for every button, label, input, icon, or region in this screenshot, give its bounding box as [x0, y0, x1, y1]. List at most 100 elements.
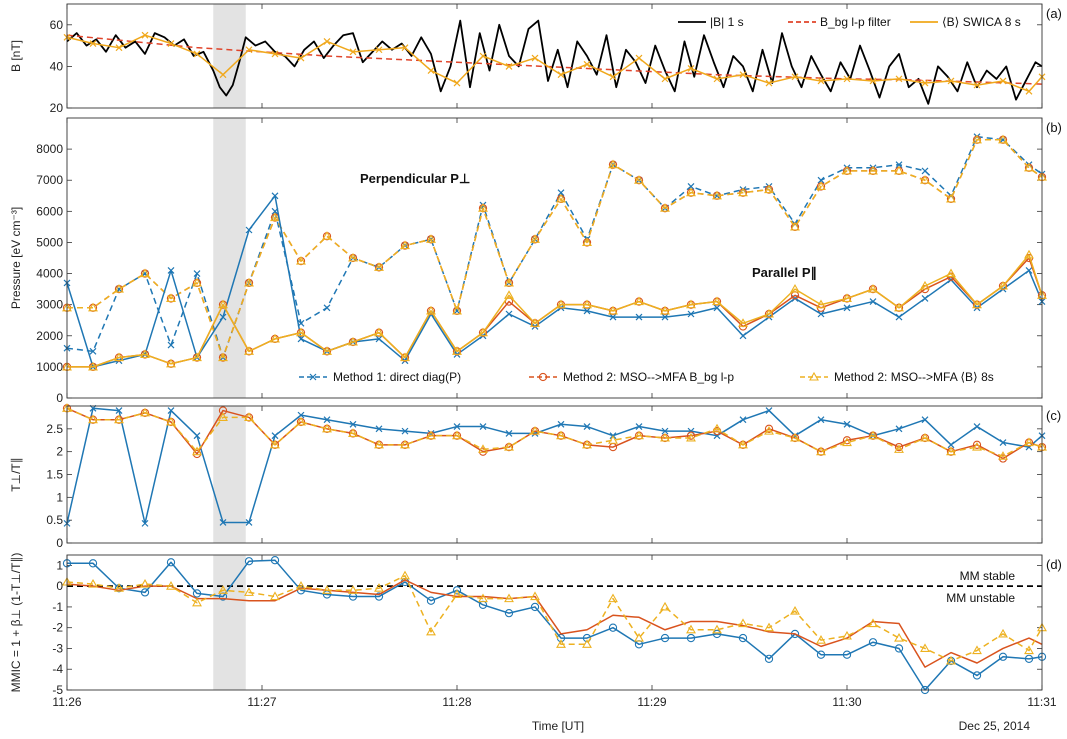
y-tick-label: 20	[50, 101, 64, 115]
data-point	[817, 416, 825, 424]
data-point	[660, 633, 670, 643]
y-axis-label: MMIC = 1 + β⊥ (1-T⊥/T∥)	[9, 553, 23, 693]
data-point	[713, 192, 721, 200]
data-point	[609, 73, 617, 81]
series-line-2	[66, 575, 1043, 662]
y-tick-label: 1.5	[46, 468, 63, 482]
data-point	[452, 305, 462, 315]
data-point	[946, 446, 956, 456]
data-point	[219, 71, 227, 79]
data-point	[271, 50, 279, 58]
data-point	[348, 336, 358, 346]
data-point	[218, 352, 228, 362]
data-point	[816, 181, 826, 190]
data-point	[582, 237, 592, 246]
data-point	[790, 284, 800, 293]
legend-a: |B| 1 s B_bg l-p filter ⟨B⟩ SWICA 8 s	[678, 15, 1021, 29]
data-point	[843, 420, 851, 428]
data-point	[400, 439, 410, 449]
plot-frame	[66, 3, 1043, 109]
shaded-interval	[213, 406, 246, 543]
data-point	[89, 347, 97, 355]
data-point	[764, 622, 774, 632]
data-point	[400, 570, 410, 580]
data-point	[973, 423, 981, 430]
data-point	[114, 352, 124, 362]
data-point	[843, 304, 851, 312]
data-point	[114, 414, 124, 424]
data-point	[921, 167, 929, 175]
data-point	[738, 439, 748, 449]
data-point	[895, 425, 903, 433]
data-point	[374, 439, 384, 449]
data-point	[765, 79, 773, 87]
data-point	[998, 451, 1008, 460]
y-tick-label: 0	[56, 579, 63, 593]
data-point	[401, 427, 409, 435]
data-point	[140, 588, 150, 597]
data-point	[114, 583, 124, 592]
y-tick-label: -4	[52, 662, 63, 676]
data-point	[687, 310, 695, 318]
data-point	[739, 416, 747, 424]
y-tick-label: -5	[52, 683, 63, 697]
data-point	[660, 601, 670, 611]
data-point	[374, 327, 384, 337]
data-point	[556, 299, 566, 309]
data-point	[557, 420, 565, 428]
x-axis-label: Time [UT]	[532, 719, 584, 733]
data-point	[556, 639, 566, 648]
data-point	[608, 623, 618, 632]
panel-letter: (c)	[1046, 408, 1061, 423]
y-axis-label: Pressure [eV cm⁻³]	[9, 207, 23, 309]
data-point	[400, 352, 410, 362]
data-point	[244, 557, 254, 566]
data-point	[349, 420, 357, 428]
data-point	[453, 79, 461, 87]
data-point	[141, 31, 149, 39]
legend-label: Method 1: direct diag(P)	[333, 370, 461, 384]
data-point	[790, 432, 800, 442]
data-point	[166, 581, 176, 590]
data-point	[192, 352, 202, 362]
data-point	[453, 307, 461, 315]
data-point	[790, 605, 800, 615]
data-point	[686, 633, 696, 643]
legend-label: |B| 1 s	[710, 15, 744, 29]
data-point	[219, 519, 227, 526]
data-point	[505, 310, 513, 318]
data-point	[972, 134, 982, 144]
data-point	[115, 44, 123, 52]
y-tick-label: -3	[52, 641, 63, 655]
y-tick-label: 40	[50, 59, 64, 73]
data-point	[634, 296, 644, 306]
data-point	[920, 432, 930, 442]
series-line-1	[66, 579, 1043, 668]
data-point	[556, 193, 566, 203]
data-point	[530, 591, 540, 601]
data-point	[634, 175, 644, 184]
data-point	[868, 638, 878, 647]
data-point	[634, 632, 644, 642]
shaded-interval	[213, 555, 246, 690]
y-tick-label: 2.5	[46, 422, 63, 436]
data-point	[452, 589, 462, 599]
data-point	[608, 305, 618, 315]
data-point	[374, 262, 384, 271]
data-point	[530, 602, 540, 612]
data-point	[193, 432, 201, 440]
data-point	[713, 75, 721, 83]
data-point	[972, 645, 982, 655]
data-point	[868, 284, 878, 293]
data-point	[816, 635, 826, 644]
data-point	[219, 313, 227, 321]
data-point	[842, 165, 852, 175]
data-point	[270, 591, 280, 601]
data-point	[895, 75, 903, 83]
data-point	[322, 231, 332, 240]
perpendicular-label: Perpendicular P⊥	[360, 171, 470, 186]
y-tick-label: 3000	[36, 298, 63, 312]
data-point	[764, 308, 774, 318]
data-point	[271, 432, 279, 440]
